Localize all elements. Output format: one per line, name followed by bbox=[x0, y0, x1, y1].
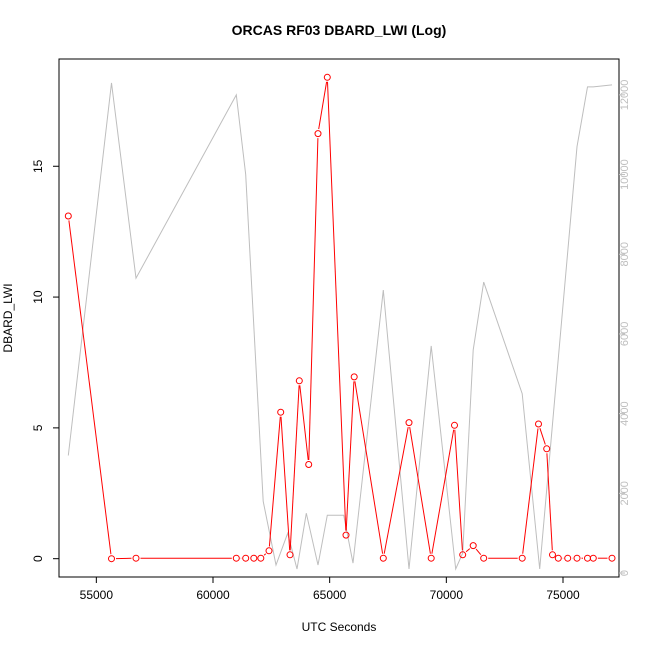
data-point bbox=[108, 555, 115, 563]
data-point bbox=[305, 461, 313, 468]
data-point bbox=[459, 551, 467, 559]
data-point bbox=[405, 419, 413, 427]
primary-series-segment bbox=[308, 138, 319, 461]
primary-series-segment bbox=[299, 385, 309, 461]
data-point bbox=[469, 542, 477, 550]
x-tick-label: 60000 bbox=[196, 588, 230, 602]
primary-series-segment bbox=[431, 429, 455, 554]
plot-frame bbox=[58, 58, 620, 578]
x-tick-label: 75000 bbox=[546, 588, 580, 602]
y-tick-label: 0 bbox=[31, 555, 45, 562]
data-point bbox=[535, 420, 542, 428]
primary-series-segment bbox=[546, 453, 553, 551]
data-point bbox=[350, 373, 358, 381]
data-point bbox=[573, 554, 581, 562]
primary-series-segment bbox=[522, 428, 539, 554]
data-point bbox=[295, 377, 303, 385]
data-point bbox=[480, 554, 488, 562]
primary-series-segment bbox=[68, 220, 112, 555]
y2-tick-label: 10000 bbox=[619, 159, 631, 190]
data-point bbox=[265, 547, 273, 555]
primary-series-segment bbox=[454, 429, 463, 551]
y2-tick-label: 12000 bbox=[619, 80, 631, 111]
primary-series-segment bbox=[280, 416, 291, 551]
data-point bbox=[277, 408, 285, 416]
y2-tick-label: 4000 bbox=[619, 401, 631, 425]
data-point bbox=[608, 554, 616, 562]
data-point bbox=[564, 554, 572, 562]
y-tick-label: 15 bbox=[31, 159, 45, 173]
data-point bbox=[549, 551, 556, 559]
y2-tick-label: 6000 bbox=[619, 322, 631, 346]
data-point bbox=[451, 421, 458, 429]
data-point bbox=[554, 554, 562, 562]
data-point bbox=[323, 73, 331, 81]
primary-series-segment bbox=[475, 548, 482, 556]
primary-series-segment bbox=[383, 427, 409, 554]
primary-series-segment bbox=[263, 553, 267, 556]
chart-title: ORCAS RF03 DBARD_LWI (Log) bbox=[232, 22, 447, 38]
primary-series-segment bbox=[354, 381, 384, 554]
data-point bbox=[314, 130, 322, 138]
data-point bbox=[242, 554, 250, 562]
data-point bbox=[257, 554, 265, 562]
data-point bbox=[64, 212, 72, 220]
x-tick-label: 70000 bbox=[430, 588, 464, 602]
primary-series-segment bbox=[539, 428, 546, 445]
primary-series-segment bbox=[409, 427, 431, 554]
y-axis-label: DBARD_LWI bbox=[1, 283, 15, 352]
y-tick-label: 5 bbox=[31, 424, 45, 431]
y2-tick-label: 0 bbox=[619, 570, 631, 576]
primary-series-segment bbox=[268, 416, 281, 547]
primary-series-segment bbox=[327, 81, 347, 531]
primary-series-segment bbox=[345, 381, 355, 531]
primary-series-segment bbox=[465, 548, 471, 553]
y2-tick-label: 2000 bbox=[619, 481, 631, 505]
primary-series-segment bbox=[318, 81, 328, 130]
data-point bbox=[379, 554, 387, 562]
x-axis: 55000 60000 65000 70000 75000 bbox=[80, 577, 580, 602]
x-axis-label: UTC Seconds bbox=[302, 620, 377, 634]
x-tick-label: 65000 bbox=[313, 588, 347, 602]
chart-marks bbox=[64, 73, 616, 571]
data-point bbox=[427, 554, 435, 562]
y-axis: 0 5 10 15 bbox=[31, 159, 59, 562]
data-point bbox=[342, 531, 350, 539]
data-point bbox=[543, 445, 551, 453]
y2-tick-label: 8000 bbox=[619, 242, 631, 266]
data-point bbox=[232, 554, 240, 562]
data-point bbox=[589, 554, 597, 562]
data-point bbox=[132, 554, 140, 562]
y2-axis: 0 2000 4000 6000 8000 10000 12000 bbox=[619, 80, 631, 576]
y-tick-label: 10 bbox=[31, 290, 45, 304]
secondary-series-line bbox=[67, 82, 613, 571]
data-point bbox=[250, 554, 258, 562]
primary-series-segment bbox=[289, 385, 300, 551]
x-tick-label: 55000 bbox=[80, 588, 114, 602]
data-point bbox=[518, 554, 526, 562]
data-point bbox=[286, 551, 294, 559]
